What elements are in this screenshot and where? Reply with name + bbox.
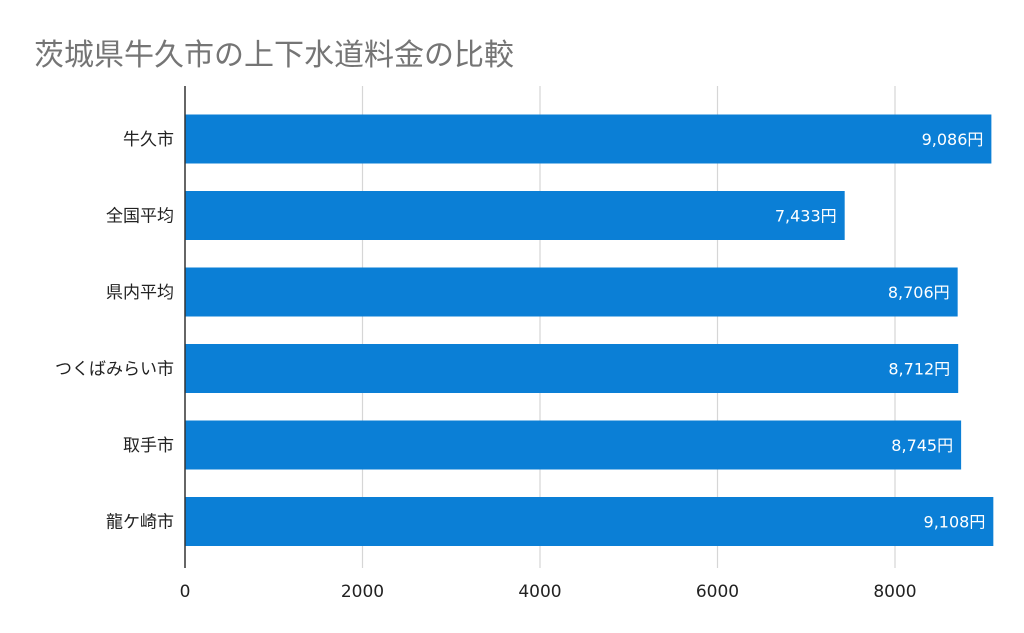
data-label-4: 8,712円 <box>888 360 950 379</box>
x-tick-label-4000: 4000 <box>518 582 561 602</box>
x-tick-label-2000: 2000 <box>341 582 384 602</box>
bar-1 <box>185 114 992 164</box>
data-label-1: 9,086円 <box>922 130 984 149</box>
bar-3 <box>185 267 958 317</box>
x-tick-label-8000: 8000 <box>873 582 916 602</box>
category-label-5: 取手市 <box>123 436 174 456</box>
category-label-2: 全国平均 <box>106 207 174 227</box>
bar-6 <box>185 497 994 546</box>
bar-5 <box>185 420 962 470</box>
category-label-4: つくばみらい市 <box>55 360 174 380</box>
x-tick-label-0: 0 <box>180 582 191 602</box>
category-label-1: 牛久市 <box>123 130 174 150</box>
data-label-5: 8,745円 <box>891 436 953 455</box>
bar-2 <box>185 191 845 240</box>
chart-title: 茨城県牛久市の上下水道料金の比較 <box>34 38 514 73</box>
data-label-2: 7,433円 <box>775 207 837 226</box>
data-label-3: 8,706円 <box>888 283 950 302</box>
data-label-6: 9,108円 <box>924 513 986 532</box>
label-layer: 9,086円 牛久市 7,433円 全国平均 8,706円 県内平均 8,712円 つくばみら… <box>55 130 985 602</box>
x-tick-label-6000: 6000 <box>696 582 739 602</box>
bar-4 <box>185 344 959 393</box>
category-label-3: 県内平均 <box>106 283 174 303</box>
grid-layer <box>361 86 896 568</box>
bar-layer <box>185 114 994 546</box>
category-label-6: 龍ケ崎市 <box>106 513 174 533</box>
